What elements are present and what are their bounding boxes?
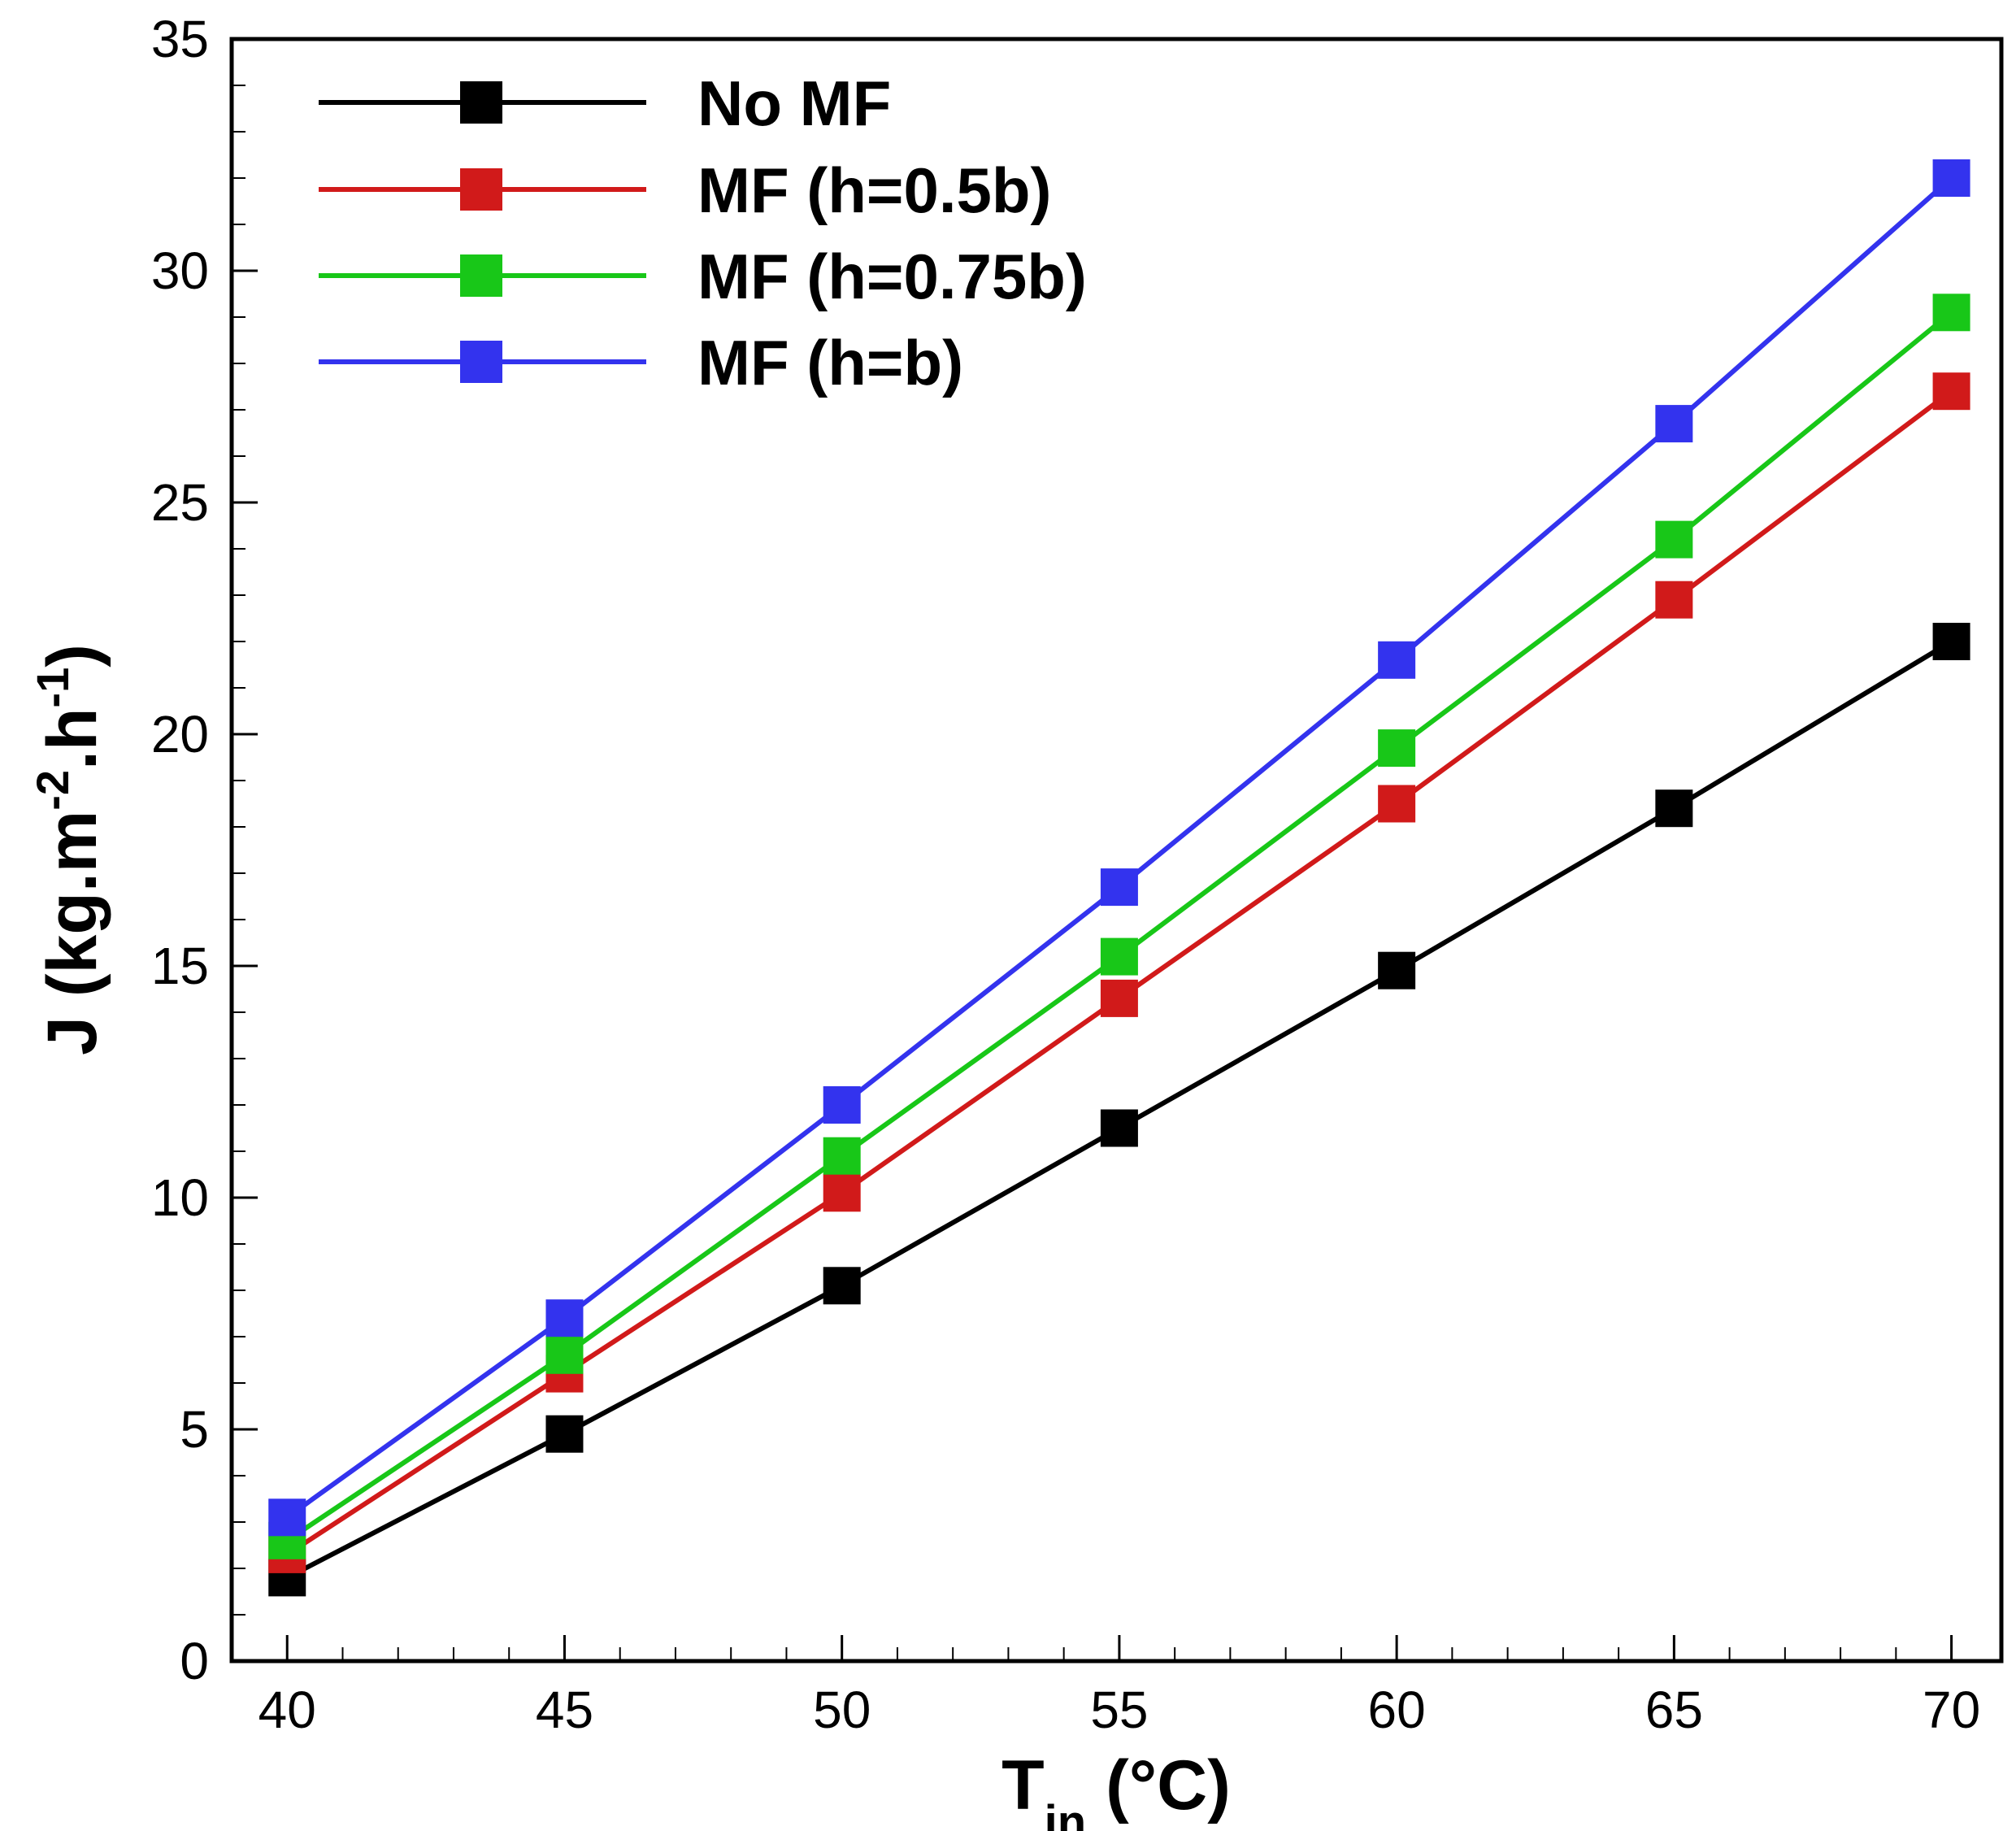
legend: No MF MF (h=0.5b) MF (h=0.75b) MF (h=b): [319, 67, 1087, 398]
legend-marker: [460, 168, 502, 211]
y-tick-label: 0: [180, 1632, 209, 1690]
y-axis-title-part3: ): [33, 644, 111, 668]
x-tick-label: 70: [1923, 1681, 1980, 1739]
data-point-marker: [1100, 937, 1138, 976]
tick-labels: 40 45 50 55 60 65 70 0 5 10 15 20 25 30 35: [151, 10, 1980, 1739]
y-axis-title: J (kg.m-2.h-1): [27, 644, 111, 1055]
x-tick-label: 65: [1645, 1681, 1703, 1739]
x-axis-title: Tin (°C): [1001, 1746, 1231, 1831]
data-point-marker: [1932, 159, 1970, 197]
y-axis-title-sup2: -1: [27, 668, 78, 708]
data-point-marker: [268, 1498, 306, 1537]
data-point-marker: [1655, 581, 1693, 619]
x-tick-label: 50: [813, 1681, 871, 1739]
x-axis-title-subscript: in: [1045, 1796, 1087, 1831]
data-point-marker: [1378, 729, 1416, 768]
y-tick-label: 35: [151, 10, 209, 68]
y-tick-label: 30: [151, 241, 209, 300]
data-point-marker: [1378, 641, 1416, 679]
data-point-marker: [1100, 1109, 1138, 1147]
data-point-marker: [1932, 372, 1970, 411]
data-point-marker: [1655, 405, 1693, 443]
legend-marker: [460, 254, 502, 297]
data-point-marker: [1378, 951, 1416, 989]
data-point-marker: [1655, 520, 1693, 559]
data-point-marker: [545, 1336, 584, 1374]
x-axis-title-main: T: [1001, 1746, 1045, 1824]
series-line-3: [285, 176, 1953, 1520]
series-line-2: [285, 310, 1953, 1543]
y-axis-title-part2: .h: [33, 708, 111, 770]
y-axis-title-part1: J (kg.m: [33, 811, 111, 1055]
data-point-marker: [823, 1267, 861, 1305]
data-point-marker: [1100, 979, 1138, 1017]
y-tick-label: 25: [151, 473, 209, 532]
data-point-marker: [823, 1086, 861, 1124]
x-tick-label: 60: [1368, 1681, 1426, 1739]
plot-frame: [229, 37, 2004, 1664]
data-point-marker: [1932, 623, 1970, 660]
data-point-marker: [545, 1415, 584, 1453]
data-point-marker: [1378, 785, 1416, 823]
data-point-marker: [1655, 789, 1693, 828]
data-point-marker: [1100, 868, 1138, 907]
y-axis-title-sup1: -2: [27, 770, 78, 811]
data-point-marker: [1932, 294, 1970, 332]
legend-label: No MF: [697, 67, 891, 139]
y-tick-label: 20: [151, 705, 209, 763]
axis-ticks: [231, 37, 1953, 1663]
x-tick-label: 45: [536, 1681, 593, 1739]
y-tick-label: 5: [180, 1400, 209, 1459]
data-point-marker: [823, 1137, 861, 1175]
y-tick-label: 15: [151, 937, 209, 995]
y-tick-label: 10: [151, 1168, 209, 1227]
x-tick-label: 40: [259, 1681, 316, 1739]
data-point-marker: [823, 1174, 861, 1212]
legend-marker: [460, 341, 502, 383]
legend-label: MF (h=0.5b): [697, 154, 1052, 226]
data-point-marker: [545, 1299, 584, 1337]
x-axis-title-unit: (°C): [1086, 1746, 1231, 1824]
x-tick-label: 55: [1090, 1681, 1148, 1739]
legend-marker: [460, 81, 502, 124]
legend-label: MF (h=b): [697, 327, 963, 398]
legend-label: MF (h=0.75b): [697, 241, 1087, 312]
series-group: [268, 159, 1970, 1597]
